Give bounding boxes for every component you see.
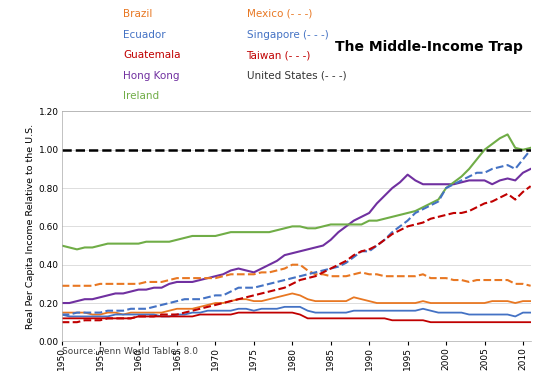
Text: Ireland: Ireland (123, 91, 159, 101)
Text: United States (- - -): United States (- - -) (247, 71, 346, 81)
Text: Taiwan (- - -): Taiwan (- - -) (247, 50, 311, 60)
Text: Guatemala: Guatemala (123, 50, 181, 60)
Text: FEDERAL RESERVE BANK  ST. LOUIS: FEDERAL RESERVE BANK ST. LOUIS (10, 372, 222, 382)
Text: The Middle-Income Trap: The Middle-Income Trap (335, 40, 523, 54)
Text: Ecuador: Ecuador (123, 30, 166, 39)
Text: Brazil: Brazil (123, 9, 153, 19)
Y-axis label: Real Per Capita Income Relative to the U.S.: Real Per Capita Income Relative to the U… (26, 124, 34, 329)
Text: Mexico (- - -): Mexico (- - -) (247, 9, 312, 19)
Text: Source: Penn World Tables 8.0: Source: Penn World Tables 8.0 (62, 347, 198, 356)
Text: Hong Kong: Hong Kong (123, 71, 180, 81)
Text: Singapore (- - -): Singapore (- - -) (247, 30, 329, 39)
